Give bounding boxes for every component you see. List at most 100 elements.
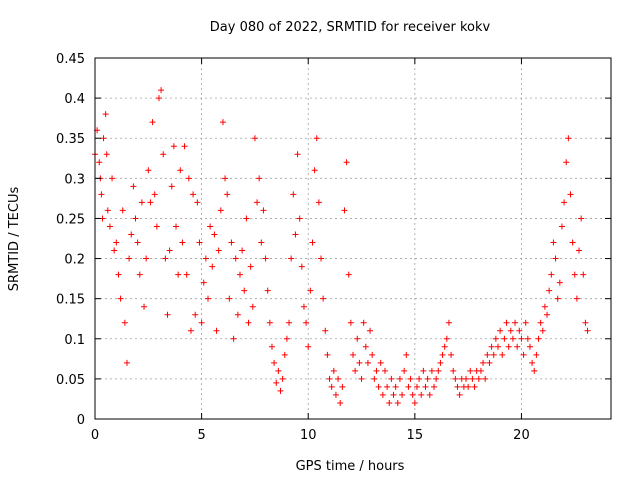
data-point [552, 255, 559, 262]
data-point [413, 383, 420, 390]
data-point [582, 319, 589, 326]
data-point [123, 359, 130, 366]
data-point [377, 359, 384, 366]
data-point [236, 271, 243, 278]
data-point [192, 311, 199, 318]
data-point [305, 343, 312, 350]
data-point [548, 271, 555, 278]
data-point [411, 399, 418, 406]
plot-frame [94, 57, 612, 420]
data-point [354, 335, 361, 342]
data-point [260, 207, 267, 214]
data-point [205, 295, 212, 302]
data-point [477, 367, 484, 374]
data-point [339, 383, 346, 390]
data-point [247, 263, 254, 270]
grid-lines [95, 58, 611, 419]
data-point [407, 375, 414, 382]
data-point [241, 287, 248, 294]
data-point [164, 311, 171, 318]
data-point [441, 343, 448, 350]
data-point [328, 383, 335, 390]
data-point [546, 287, 553, 294]
data-point [422, 383, 429, 390]
data-point [337, 399, 344, 406]
data-point [384, 383, 391, 390]
data-point [119, 207, 126, 214]
data-point [128, 231, 135, 238]
data-point [155, 95, 162, 102]
data-point [254, 199, 261, 206]
data-point [569, 239, 576, 246]
data-point [313, 135, 320, 142]
data-point [544, 311, 551, 318]
y-tick-label: 0.2 [64, 253, 85, 268]
data-point [360, 319, 367, 326]
data-point [537, 319, 544, 326]
data-point [454, 383, 461, 390]
data-point [324, 351, 331, 358]
data-point [173, 223, 180, 230]
data-point [373, 367, 380, 374]
data-point [520, 351, 527, 358]
data-point [303, 319, 310, 326]
y-tick-label: 0.35 [56, 132, 85, 147]
data-point [375, 383, 382, 390]
data-point [311, 167, 318, 174]
data-point [211, 231, 218, 238]
data-point [424, 375, 431, 382]
data-point [198, 319, 205, 326]
data-point [467, 367, 474, 374]
y-tick-label: 0.3 [64, 172, 85, 187]
data-point [243, 215, 250, 222]
data-point [309, 239, 316, 246]
data-point [273, 379, 280, 386]
x-tick-label: 5 [197, 428, 205, 443]
y-tick-label: 0.1 [64, 333, 85, 348]
data-point [96, 159, 103, 166]
data-point [330, 367, 337, 374]
data-point [234, 311, 241, 318]
data-point [194, 199, 201, 206]
y-tick-label: 0.25 [56, 212, 85, 227]
data-point [158, 87, 165, 94]
data-point [277, 387, 284, 394]
data-point [352, 367, 359, 374]
data-point [217, 207, 224, 214]
data-point [539, 327, 546, 334]
data-point [147, 199, 154, 206]
data-point [132, 215, 139, 222]
data-point [390, 391, 397, 398]
data-point [170, 143, 177, 150]
data-point [420, 367, 427, 374]
data-point [403, 351, 410, 358]
data-point [428, 367, 435, 374]
data-point [281, 351, 288, 358]
data-point [326, 375, 333, 382]
data-point [141, 303, 148, 310]
data-point [307, 287, 314, 294]
data-point [443, 335, 450, 342]
data-point [294, 151, 301, 158]
data-point [405, 383, 412, 390]
data-point [207, 223, 214, 230]
data-point [401, 367, 408, 374]
data-point [213, 327, 220, 334]
data-point [369, 351, 376, 358]
x-tick-label: 20 [513, 428, 530, 443]
data-point [450, 367, 457, 374]
data-point [563, 159, 570, 166]
data-point [343, 159, 350, 166]
data-point [379, 391, 386, 398]
y-tick-label: 0.15 [56, 293, 85, 308]
data-point [437, 359, 444, 366]
y-axis-tick-labels: 0 0.05 0.1 0.15 0.2 0.25 0.3 0.35 0.4 0.45 [56, 52, 85, 428]
data-point [239, 247, 246, 254]
data-point [399, 391, 406, 398]
data-point [100, 135, 107, 142]
data-point [219, 119, 226, 126]
data-point [230, 335, 237, 342]
data-point [224, 191, 231, 198]
data-point [488, 343, 495, 350]
data-point [567, 191, 574, 198]
